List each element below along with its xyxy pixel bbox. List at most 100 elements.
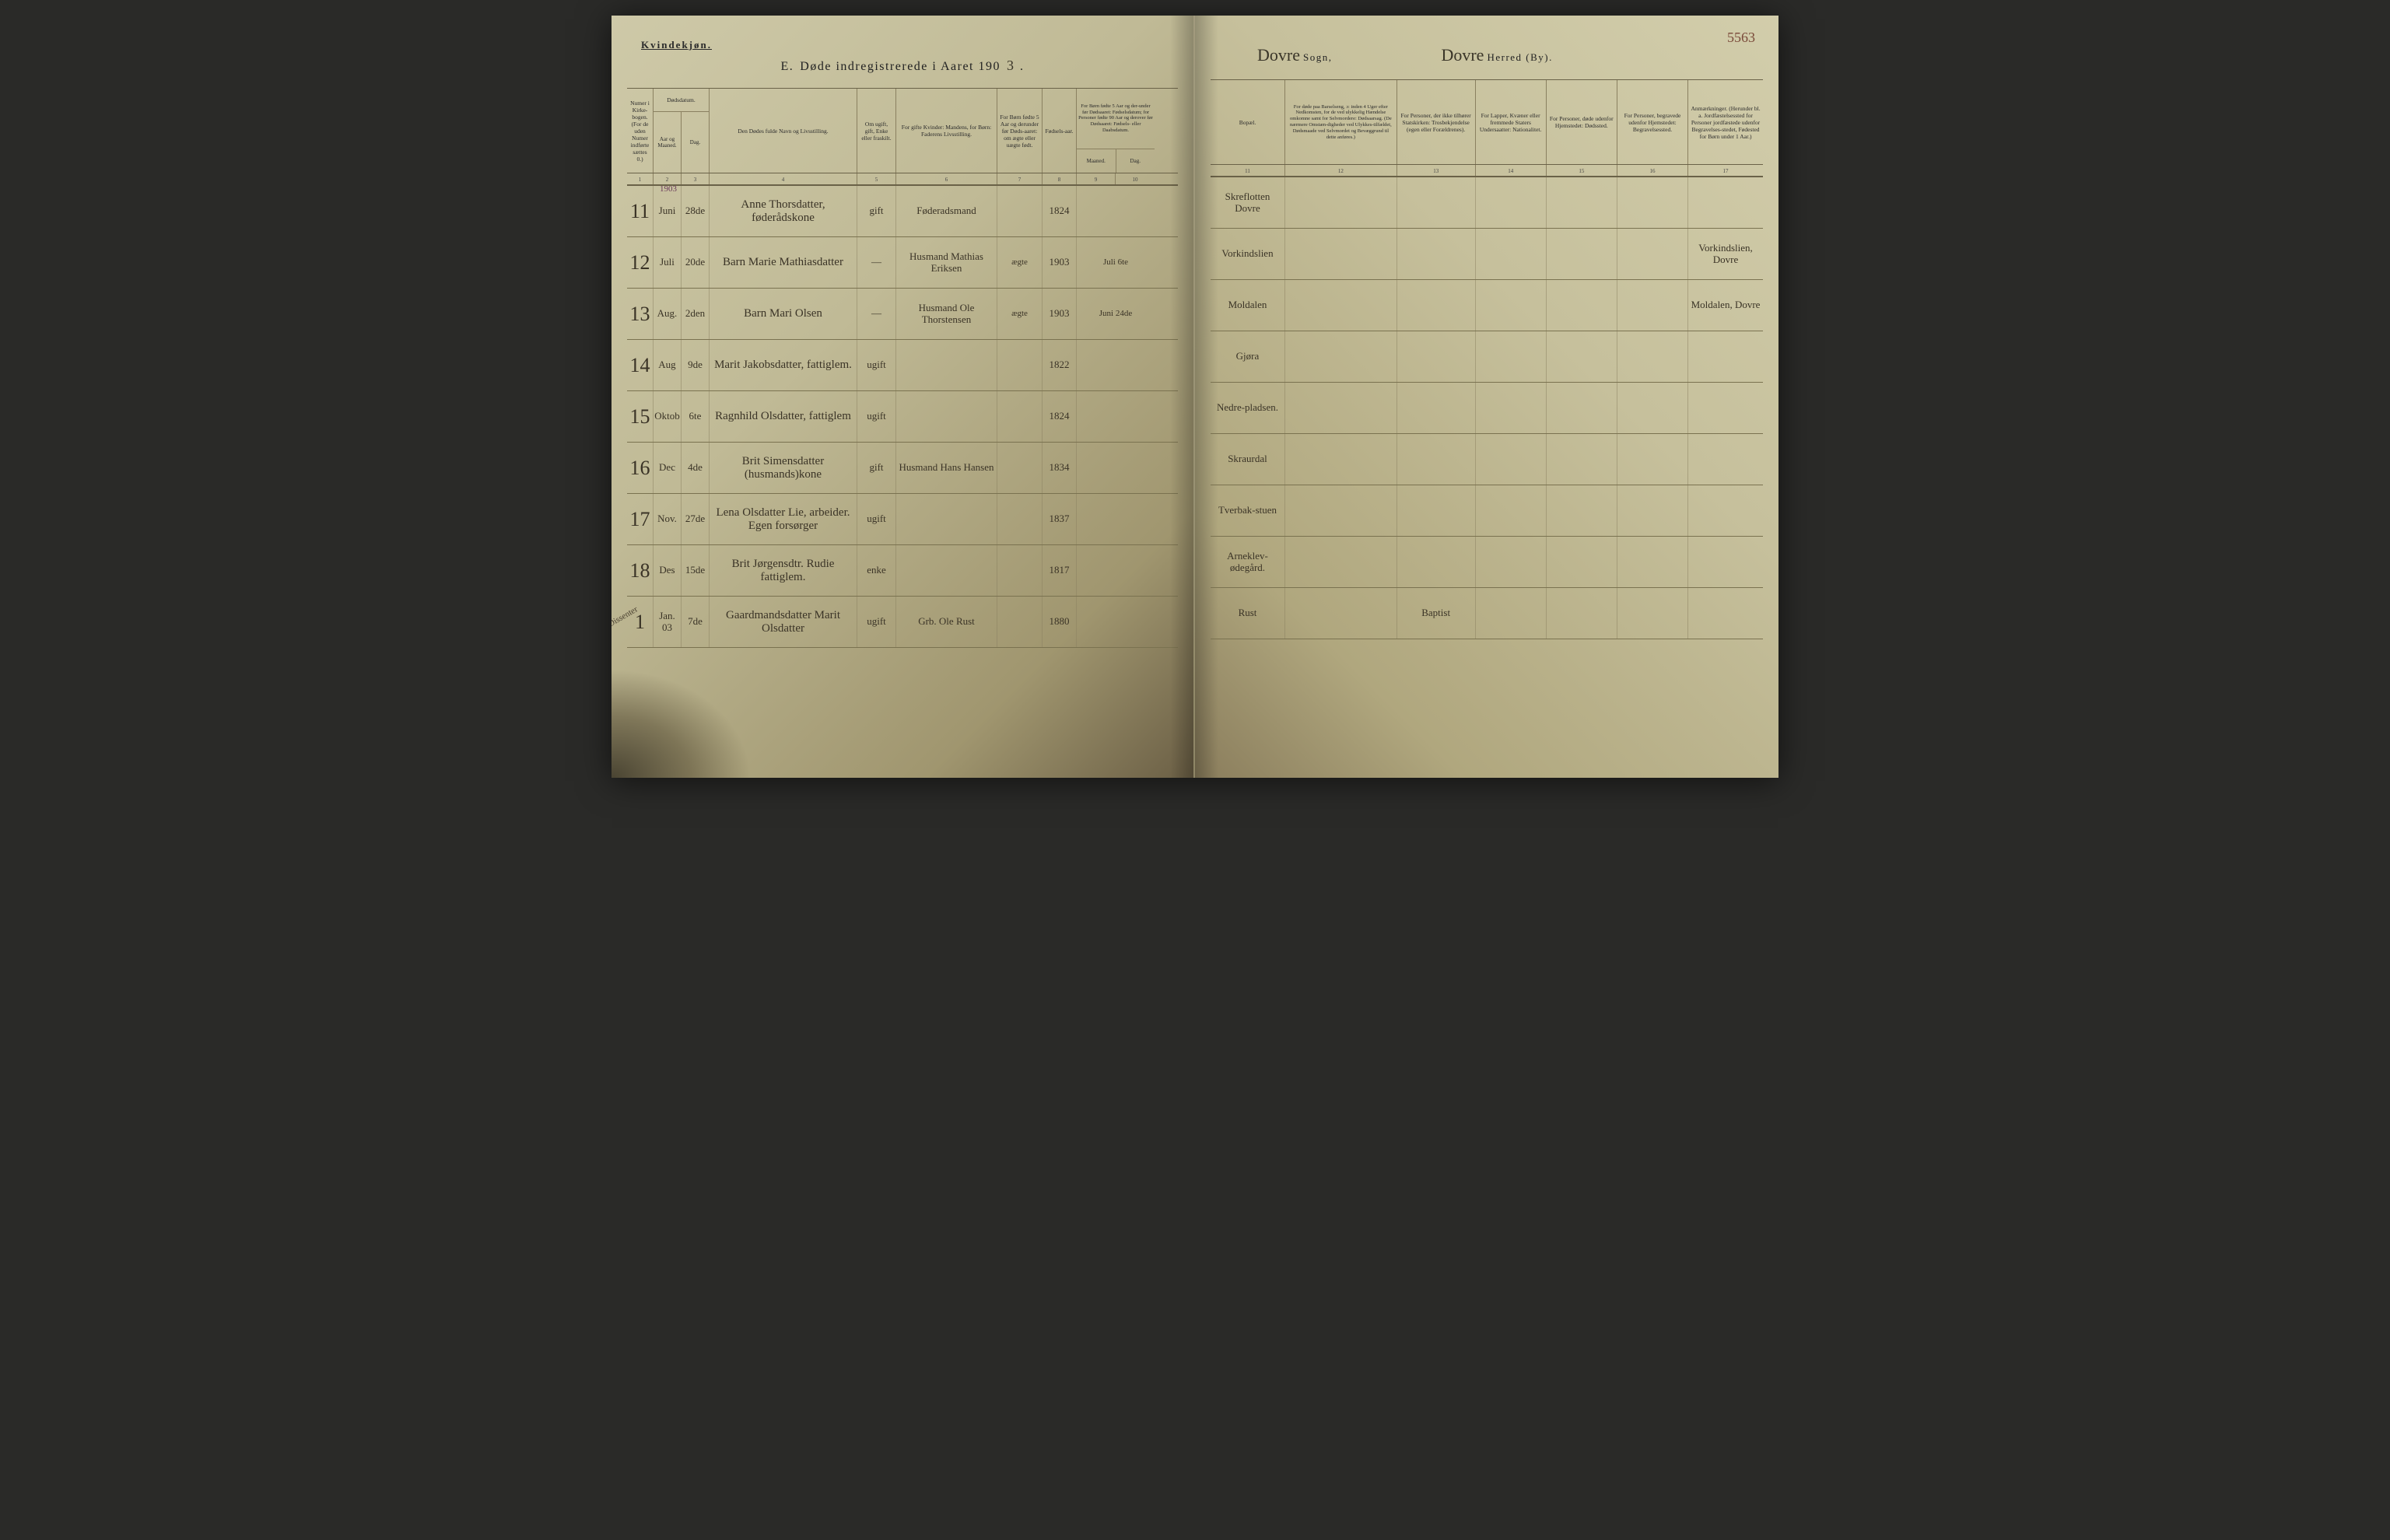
death-month: Aug. [654,289,682,339]
death-day-text: 2den [685,308,705,319]
entry-number-text: 15 [630,405,650,429]
birth-year: 1817 [1043,545,1077,596]
birth-year: 1880 [1043,597,1077,647]
death-cause [1285,537,1397,587]
birth-date [1077,494,1155,544]
deceased-name: Ragnhild Olsdatter, fattiglem [710,391,857,442]
birth-year: 1822 [1043,340,1077,390]
table-row: 18Des15deBrit Jørgensdtr. Rudie fattigle… [627,545,1178,597]
residence: Vorkindslien [1211,229,1285,279]
title-row-left: E. Døde indregistrerede i Aaret 190 3 . [627,58,1178,74]
colhead-3: Den Dødes fulde Navn og Livsstilling. [710,89,857,173]
entry-number-text: 16 [630,457,650,480]
birth-year-text: 1903 [1050,257,1070,268]
burial-place [1617,537,1688,587]
notes [1688,485,1763,536]
colnum: 3 [682,173,710,184]
birth-date [1077,597,1155,647]
deceased-name: Barn Mari Olsen [710,289,857,339]
colhead-2b: Dag. [682,112,709,173]
deceased-name-text: Brit Jørgensdtr. Rudie fattiglem. [712,558,854,583]
death-cause [1285,485,1397,536]
sogn-hand: Dovre [1257,45,1300,65]
death-day: 15de [682,545,710,596]
death-place [1547,280,1617,331]
colnum: 16 [1617,165,1688,176]
marital-status-text: gift [869,205,883,216]
notes [1688,537,1763,587]
notes: Moldalen, Dovre [1688,280,1763,331]
left-page: Kvindekjøn. E. Døde indregistrerede i Aa… [612,16,1195,778]
notes-text: Moldalen, Dovre [1691,299,1761,310]
colhead-11: Bopæl. [1211,80,1285,164]
title-row-right: Dovre Sogn, Dovre Herred (By). [1211,45,1763,65]
residence: Moldalen [1211,280,1285,331]
right-page: 5563 Dovre Sogn, Dovre Herred (By). Bopæ… [1195,16,1778,778]
entry-number-text: 11 [630,200,650,223]
colnum: 14 [1476,165,1547,176]
death-day: 4de [682,443,710,493]
colnum-row-left: 1 2 3 4 5 6 7 8 9 10 [627,173,1178,186]
death-day: 6te [682,391,710,442]
death-month-text: Jan. 03 [656,611,678,633]
colnum: 5 [857,173,896,184]
residence-text: Nedre-pladsen. [1217,402,1278,413]
birth-year: 1837 [1043,494,1077,544]
death-place [1547,588,1617,639]
marital-status-text: ugift [867,513,886,524]
legitimacy [997,545,1043,596]
colnum-row-right: 11 12 13 14 15 16 17 [1211,165,1763,177]
colhead-4: Om ugift, gift, Enke eller fraskilt. [857,89,896,173]
marital-status-text: ugift [867,359,886,370]
notes-text: Vorkindslien, Dovre [1691,243,1761,265]
death-day-text: 9de [688,359,703,370]
colnum: 13 [1397,165,1476,176]
entry-number: 11 [627,186,654,236]
legitimacy [997,340,1043,390]
deceased-name-text: Lena Olsdatter Lie, arbeider. Egen forsø… [712,506,854,532]
faith [1397,485,1476,536]
marital-status: gift [857,443,896,493]
burial-place [1617,485,1688,536]
faith [1397,537,1476,587]
deceased-name: Gaardmandsdatter Marit Olsdatter [710,597,857,647]
marital-status: gift [857,186,896,236]
table-row: 12Juli20deBarn Marie Mathiasdatter—Husma… [627,237,1178,289]
death-cause [1285,331,1397,382]
notes [1688,177,1763,228]
father-occupation [896,494,997,544]
birth-year: 1824 [1043,391,1077,442]
residence-text: Skraurdal [1228,453,1267,464]
marital-status-text: — [871,308,881,319]
birth-year: 1903 [1043,237,1077,288]
birth-year-text: 1880 [1050,616,1070,627]
deceased-name: Barn Marie Mathiasdatter [710,237,857,288]
death-month-text: Juli [660,257,675,268]
burial-place [1617,331,1688,382]
table-row: Gjøra [1211,331,1763,383]
table-row: 16Dec4deBrit Simensdatter (husmands)kone… [627,443,1178,494]
legitimacy [997,443,1043,493]
death-day-text: 6te [689,411,702,422]
residence-text: Rust [1239,607,1257,618]
legitimacy [997,186,1043,236]
notes: Vorkindslien, Dovre [1688,229,1763,279]
deceased-name-text: Marit Jakobsdatter, fattiglem. [714,359,852,372]
birth-year: 1824 [1043,186,1077,236]
deceased-name-text: Gaardmandsdatter Marit Olsdatter [712,609,854,635]
death-cause [1285,177,1397,228]
entry-number-text: 17 [630,508,650,531]
colnum: 10 [1116,173,1155,184]
death-month: Juli [654,237,682,288]
faith [1397,383,1476,433]
birth-date [1077,545,1155,596]
birth-year: 1903 [1043,289,1077,339]
marital-status: ugift [857,494,896,544]
colhead-6: For Børn fødte 5 Aar og derunder før Død… [997,89,1043,173]
death-month-text: Des [659,565,675,576]
death-cause [1285,229,1397,279]
marital-status: — [857,237,896,288]
legitimacy: ægte [997,289,1043,339]
colhead-15: For Personer, døde udenfor Hjemstedet: D… [1547,80,1617,164]
deceased-name: Brit Jørgensdtr. Rudie fattiglem. [710,545,857,596]
